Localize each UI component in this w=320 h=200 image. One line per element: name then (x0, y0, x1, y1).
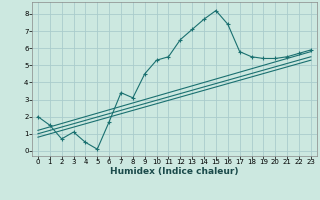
X-axis label: Humidex (Indice chaleur): Humidex (Indice chaleur) (110, 167, 239, 176)
